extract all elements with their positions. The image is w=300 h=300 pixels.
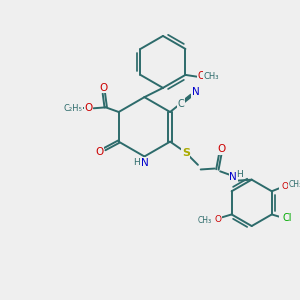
Text: N: N [140, 158, 148, 168]
Text: O: O [85, 103, 93, 113]
Text: CH₃: CH₃ [198, 216, 212, 225]
Text: O: O [217, 144, 225, 154]
Text: N: N [229, 172, 237, 182]
Text: S: S [182, 148, 190, 158]
Text: O: O [95, 147, 103, 157]
Text: C: C [178, 99, 184, 109]
Text: N: N [192, 87, 200, 97]
Text: CH₃: CH₃ [203, 71, 219, 80]
Text: O: O [198, 71, 206, 81]
Text: O: O [215, 214, 222, 224]
Text: C₂H₅: C₂H₅ [63, 104, 82, 113]
Text: H: H [134, 158, 140, 167]
Text: Cl: Cl [283, 213, 292, 223]
Text: H: H [236, 169, 243, 178]
Text: O: O [99, 83, 107, 93]
Text: O: O [281, 182, 288, 191]
Text: CH₃: CH₃ [289, 180, 300, 189]
